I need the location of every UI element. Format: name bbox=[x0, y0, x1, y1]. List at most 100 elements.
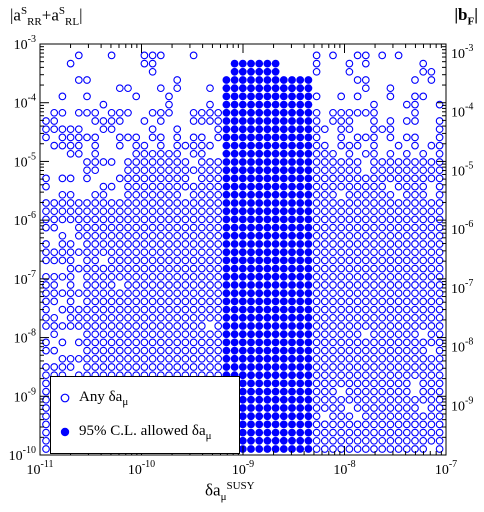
any-point bbox=[345, 272, 354, 281]
any-point bbox=[361, 412, 370, 421]
allowed-point bbox=[263, 313, 272, 322]
any-point bbox=[378, 281, 387, 289]
allowed-point bbox=[222, 264, 231, 273]
allowed-point bbox=[288, 215, 296, 224]
any-point bbox=[140, 190, 149, 199]
any-point bbox=[435, 199, 444, 207]
any-point bbox=[99, 322, 108, 330]
allowed-point bbox=[238, 117, 247, 125]
any-point bbox=[402, 215, 411, 224]
any-point bbox=[124, 281, 132, 289]
any-point bbox=[214, 108, 223, 117]
any-point bbox=[320, 215, 329, 224]
any-point bbox=[419, 166, 428, 175]
any-point bbox=[329, 330, 337, 339]
any-point bbox=[173, 313, 182, 322]
any-point bbox=[58, 215, 67, 224]
allowed-point bbox=[230, 363, 239, 371]
allowed-point bbox=[271, 272, 280, 281]
any-point bbox=[337, 281, 346, 289]
any-point bbox=[148, 354, 157, 363]
any-point bbox=[386, 256, 395, 265]
any-point bbox=[419, 59, 428, 68]
any-point bbox=[320, 445, 329, 453]
any-point bbox=[189, 133, 198, 142]
any-point bbox=[156, 289, 165, 298]
any-point bbox=[402, 182, 411, 191]
any-point bbox=[345, 174, 354, 183]
any-point bbox=[189, 240, 198, 248]
allowed-point bbox=[288, 313, 296, 322]
any-point bbox=[435, 223, 444, 232]
any-point bbox=[419, 272, 428, 281]
any-point bbox=[58, 354, 67, 363]
allowed-point bbox=[279, 297, 288, 306]
any-point bbox=[427, 379, 436, 388]
any-point bbox=[386, 240, 395, 248]
any-point bbox=[140, 59, 149, 68]
allowed-point bbox=[288, 297, 296, 306]
any-point bbox=[91, 190, 100, 199]
any-point bbox=[370, 305, 378, 314]
legend: Any δaμ 95% C.L. allowed δaμ bbox=[50, 376, 240, 454]
any-point bbox=[394, 379, 403, 388]
any-point bbox=[66, 149, 75, 158]
allowed-point bbox=[255, 338, 264, 347]
any-point bbox=[378, 330, 387, 339]
any-point bbox=[115, 338, 124, 347]
any-point bbox=[156, 141, 165, 150]
any-point bbox=[402, 313, 411, 322]
any-point bbox=[320, 199, 329, 207]
any-point bbox=[173, 84, 182, 93]
any-point bbox=[312, 354, 321, 363]
any-point bbox=[427, 363, 436, 371]
allowed-point bbox=[255, 149, 264, 158]
any-point bbox=[156, 313, 165, 322]
any-point bbox=[107, 51, 116, 60]
any-point bbox=[353, 346, 362, 355]
any-point bbox=[427, 67, 436, 76]
any-point bbox=[402, 100, 411, 109]
allowed-point bbox=[279, 108, 288, 117]
any-point bbox=[312, 133, 321, 142]
any-point bbox=[42, 338, 50, 347]
any-point bbox=[173, 297, 182, 306]
any-point bbox=[320, 272, 329, 281]
any-point bbox=[402, 387, 411, 396]
any-point bbox=[329, 289, 337, 298]
allowed-point bbox=[230, 313, 239, 322]
allowed-point bbox=[263, 436, 272, 445]
any-point bbox=[165, 100, 173, 109]
allowed-point bbox=[304, 264, 313, 273]
any-point bbox=[320, 256, 329, 265]
any-point bbox=[83, 240, 91, 248]
allowed-point bbox=[222, 133, 231, 142]
any-point bbox=[58, 207, 67, 216]
any-point bbox=[132, 354, 141, 363]
any-point bbox=[337, 231, 346, 240]
any-point bbox=[206, 272, 214, 281]
any-point bbox=[320, 231, 329, 240]
any-point bbox=[386, 404, 395, 412]
allowed-point bbox=[238, 100, 247, 109]
allowed-point bbox=[263, 67, 272, 76]
any-point bbox=[50, 117, 59, 125]
any-point bbox=[173, 264, 182, 273]
any-point bbox=[140, 297, 149, 306]
allowed-point bbox=[247, 240, 255, 248]
any-point bbox=[83, 158, 91, 166]
any-point bbox=[361, 338, 370, 347]
any-point bbox=[206, 84, 214, 93]
allowed-point bbox=[271, 84, 280, 93]
any-point bbox=[353, 76, 362, 84]
allowed-point bbox=[304, 371, 313, 380]
any-point bbox=[50, 199, 59, 207]
any-point bbox=[337, 199, 346, 207]
any-point bbox=[148, 313, 157, 322]
any-point bbox=[394, 289, 403, 298]
any-point bbox=[132, 207, 141, 216]
any-point bbox=[99, 248, 108, 257]
any-point bbox=[115, 346, 124, 355]
any-point bbox=[181, 330, 190, 339]
any-point bbox=[181, 297, 190, 306]
